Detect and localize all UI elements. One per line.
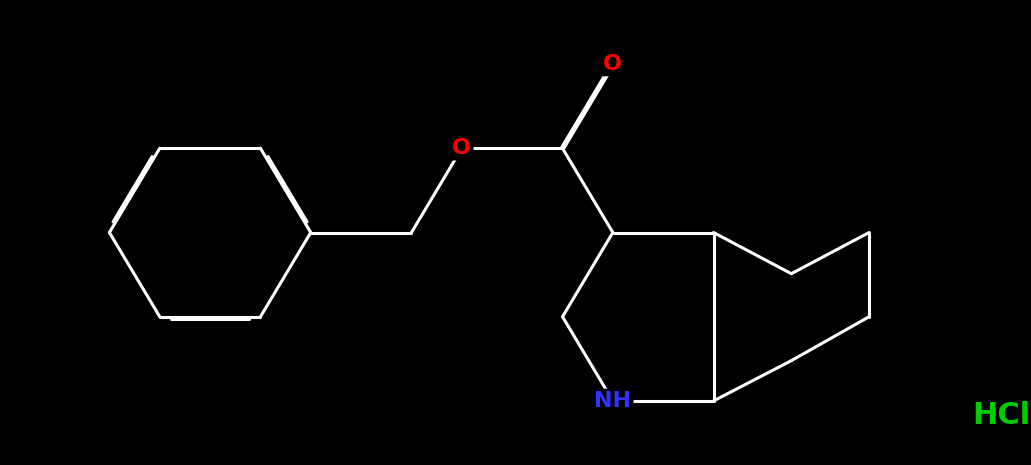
Text: O: O [603,54,623,74]
Text: HCl: HCl [972,401,1031,430]
Text: NH: NH [594,391,631,411]
Text: O: O [453,138,471,158]
